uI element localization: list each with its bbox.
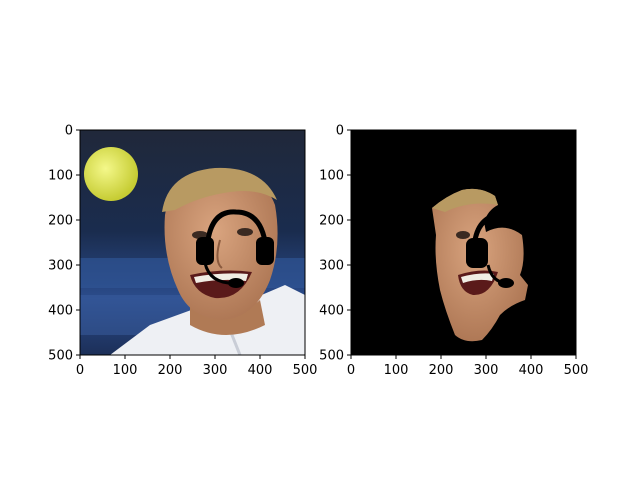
x-tick-label: 200: [158, 363, 183, 378]
y-tick-label: 200: [48, 214, 73, 229]
x-tick-label: 400: [248, 363, 273, 378]
x-tick-label: 500: [564, 363, 589, 378]
x-tick-label: 400: [519, 363, 544, 378]
x-tick-label: 0: [347, 363, 355, 378]
x-tick-label: 500: [293, 363, 318, 378]
x-tick-label: 300: [203, 363, 228, 378]
x-tick-label: 100: [113, 363, 138, 378]
headset-overlay: [196, 209, 274, 288]
masked-face-panel: [351, 130, 576, 355]
y-tick-label: 300: [319, 259, 344, 274]
headset-overlay-masked: [466, 211, 514, 288]
y-tick-label: 400: [319, 304, 344, 319]
y-tick-label: 0: [65, 124, 73, 139]
tennis-ball: [84, 147, 138, 201]
y-tick-label: 100: [48, 169, 73, 184]
y-tick-label: 200: [319, 214, 344, 229]
y-tick-label: 300: [48, 259, 73, 274]
x-tick-label: 0: [76, 363, 84, 378]
original-photo-panel: [80, 130, 305, 355]
x-tick-label: 200: [429, 363, 454, 378]
hair: [162, 167, 277, 212]
face: [164, 171, 278, 320]
y-tick-label: 0: [336, 124, 344, 139]
x-tick-label: 100: [384, 363, 409, 378]
y-tick-label: 500: [319, 349, 344, 364]
x-tick-label: 300: [474, 363, 499, 378]
y-tick-label: 500: [48, 349, 73, 364]
y-tick-label: 400: [48, 304, 73, 319]
y-tick-label: 100: [319, 169, 344, 184]
